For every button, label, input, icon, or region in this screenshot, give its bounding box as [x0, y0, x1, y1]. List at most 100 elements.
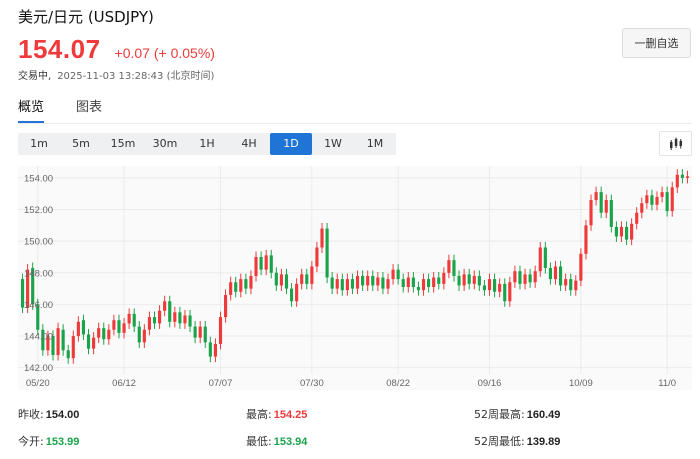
stat-value: 154.00	[45, 409, 80, 421]
candle-body	[71, 336, 75, 359]
candle-up	[335, 273, 339, 295]
candle-body	[487, 279, 492, 291]
interval-1w[interactable]: 1W	[324, 137, 342, 150]
candle-up	[315, 241, 319, 272]
x-tick-label: 09/16	[478, 378, 502, 389]
candle-up	[26, 264, 30, 314]
stat-label: 昨收:	[18, 408, 44, 421]
candle-body	[254, 256, 258, 276]
price-chart[interactable]: 154.00 152.00 150.00 148.00 146.00 144.00 142.…	[18, 166, 692, 390]
candle-body	[437, 277, 441, 284]
candle-body	[619, 226, 624, 237]
candle-up	[533, 265, 537, 288]
candle-up	[173, 306, 177, 328]
candle-up	[158, 305, 162, 329]
candle-body	[173, 312, 177, 322]
x-tick-label: 10/09	[569, 378, 593, 389]
candle-body	[371, 275, 375, 286]
status-label: 交易中,	[18, 71, 52, 82]
candle-body	[564, 279, 568, 286]
candle-up	[391, 264, 395, 285]
candle-body	[427, 279, 431, 288]
candle-up	[670, 181, 674, 217]
candle-down	[614, 221, 618, 242]
candle-up	[127, 308, 131, 329]
candle-up	[355, 270, 360, 295]
candle-body	[46, 336, 50, 351]
stat-value: 153.94	[273, 436, 308, 448]
remove-watchlist-button[interactable]: 一删自选	[622, 28, 691, 58]
stat-label: 52周最高:	[474, 408, 525, 421]
candle-body	[604, 200, 608, 213]
candle-body	[239, 279, 243, 292]
candle-body	[76, 321, 80, 337]
candle-up	[71, 330, 75, 364]
candle-body	[579, 253, 583, 281]
candle-down	[493, 273, 497, 298]
interval-1h[interactable]: 1H	[199, 137, 215, 150]
candle-down	[569, 273, 573, 296]
candle-down	[381, 272, 385, 295]
candle-down	[305, 268, 309, 290]
candle-up	[660, 186, 664, 203]
candle-body	[183, 315, 187, 324]
interval-4h[interactable]: 4H	[241, 137, 257, 150]
tab-overview[interactable]: 概览	[18, 96, 45, 124]
timestamp: 2025-11-03 13:28:43 (北京时间)	[57, 71, 215, 82]
candle-body	[193, 326, 197, 338]
candle-body	[548, 268, 552, 280]
candle-down	[548, 262, 552, 285]
candle-down	[416, 281, 421, 296]
candle-body	[213, 343, 217, 357]
candle-down	[558, 260, 563, 291]
candle-down	[36, 298, 40, 336]
candle-up	[553, 260, 558, 285]
candle-body	[229, 282, 233, 295]
candle-up	[432, 272, 436, 293]
candle-up	[386, 273, 390, 295]
candlestick-icon	[669, 137, 682, 150]
tab-chart[interactable]: 图表	[76, 100, 103, 115]
candle-body	[127, 313, 131, 324]
candle-down	[427, 273, 431, 293]
candle-body	[508, 282, 512, 302]
interval-30m[interactable]: 30m	[152, 137, 178, 150]
tab-bar: 概览 图表	[18, 96, 134, 124]
candle-down	[396, 264, 400, 285]
candle-body	[528, 274, 532, 283]
interval-1d[interactable]: 1D	[270, 133, 312, 155]
interval-15m[interactable]: 15m	[110, 137, 136, 150]
candle-body	[305, 274, 309, 284]
candle-body	[86, 334, 91, 349]
candle-down	[132, 308, 136, 333]
candle-up	[406, 272, 410, 293]
y-tick-label: 150.00	[24, 237, 53, 248]
candle-body	[462, 274, 466, 286]
candle-up	[685, 170, 690, 184]
candle-up	[594, 186, 598, 206]
candle-up	[604, 194, 608, 219]
interval-1m[interactable]: 1m	[30, 137, 48, 150]
candle-body	[249, 275, 253, 289]
interval-selector: 1m 5m 15m 30m 1H 4H 1D 1W 1M	[18, 133, 396, 155]
interval-1mo[interactable]: 1M	[366, 137, 384, 150]
candle-body	[66, 350, 70, 359]
candle-down	[289, 283, 294, 307]
candle-body	[640, 203, 644, 213]
candle-body	[203, 326, 207, 343]
candle-up	[320, 222, 324, 254]
candle-body	[142, 329, 146, 343]
candle-up	[589, 194, 593, 231]
candle-body	[345, 279, 349, 291]
candle-down	[528, 268, 532, 288]
candle-body	[675, 174, 679, 188]
x-tick-label: 06/12	[112, 378, 136, 389]
candle-body	[432, 277, 436, 288]
stat-high: 最高: 154.25	[246, 406, 307, 422]
interval-5m[interactable]: 5m	[72, 137, 90, 150]
chart-type-button[interactable]	[659, 131, 692, 156]
stat-value: 160.49	[526, 409, 561, 421]
candle-body	[406, 277, 410, 288]
candle-body	[635, 212, 639, 224]
candle-body	[112, 320, 116, 330]
